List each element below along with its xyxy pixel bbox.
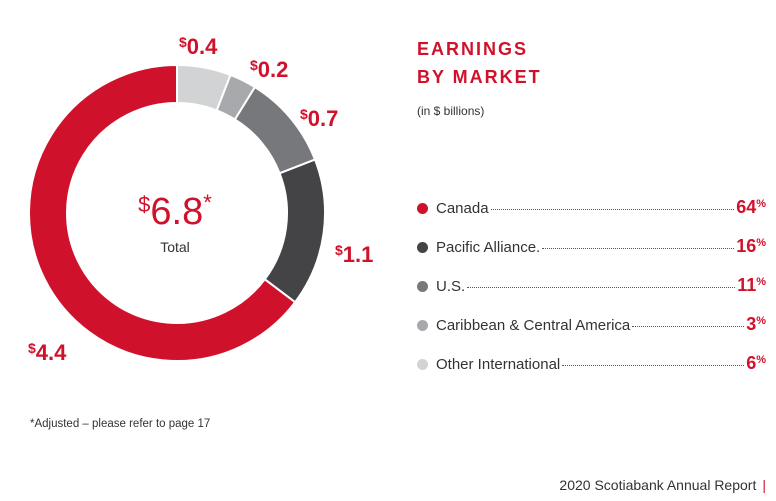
- legend-item-canada: Canada 64%: [417, 197, 766, 236]
- legend-label: U.S.: [436, 278, 466, 295]
- center-total-label: Total: [160, 239, 190, 255]
- footer-text: 2020 Scotiabank Annual Report: [559, 477, 757, 493]
- legend-swatch-us: [417, 281, 428, 292]
- leader-dots: [467, 287, 736, 288]
- legend-swatch-caribbean: [417, 320, 428, 331]
- chart-title-line-2: BY MARKET: [417, 67, 542, 87]
- value-label-pacific-alliance: $1.1: [335, 242, 374, 267]
- chart-title-line-1: EARNINGS: [417, 39, 529, 59]
- donut-slice-pacific-alliance: [263, 158, 326, 304]
- legend-label: Canada: [436, 200, 489, 217]
- legend-swatch-canada: [417, 203, 428, 214]
- legend: Canada 64% Pacific Alliance. 16% U.S. 11…: [417, 197, 766, 392]
- value-label-caribbean: $0.2: [250, 57, 289, 82]
- report-footer: 2020 Scotiabank Annual Report |: [559, 477, 766, 493]
- legend-swatch-other-international: [417, 359, 428, 370]
- legend-item-us: U.S. 11%: [417, 275, 766, 314]
- donut-slice-canada: [28, 63, 297, 362]
- legend-item-pacific-alliance: Pacific Alliance. 16%: [417, 236, 766, 275]
- legend-percent: 16%: [736, 236, 766, 256]
- leader-dots: [490, 209, 735, 210]
- value-label-other-international: $0.4: [179, 34, 218, 59]
- legend-percent: 6%: [746, 353, 766, 373]
- leader-dots: [632, 326, 745, 327]
- chart-title: EARNINGS BY MARKET: [417, 35, 542, 91]
- leader-dots: [542, 248, 735, 249]
- leader-dots: [562, 365, 745, 366]
- legend-label: Other International: [436, 356, 561, 373]
- legend-swatch-pacific-alliance: [417, 242, 428, 253]
- legend-percent: 3%: [746, 314, 766, 334]
- legend-percent: 64%: [736, 197, 766, 217]
- legend-percent: 11%: [737, 275, 766, 295]
- legend-item-other-international: Other International 6%: [417, 353, 766, 392]
- center-total-value: $6.8*: [138, 190, 212, 233]
- value-label-canada: $4.4: [28, 340, 67, 365]
- footnote: *Adjusted – please refer to page 17: [30, 418, 211, 430]
- footer-divider: |: [762, 477, 766, 493]
- legend-item-caribbean: Caribbean & Central America 3%: [417, 314, 766, 353]
- value-label-us: $0.7: [300, 106, 339, 131]
- legend-label: Caribbean & Central America: [436, 317, 631, 334]
- chart-subtitle: (in $ billions): [417, 104, 485, 118]
- legend-label: Pacific Alliance.: [436, 239, 541, 256]
